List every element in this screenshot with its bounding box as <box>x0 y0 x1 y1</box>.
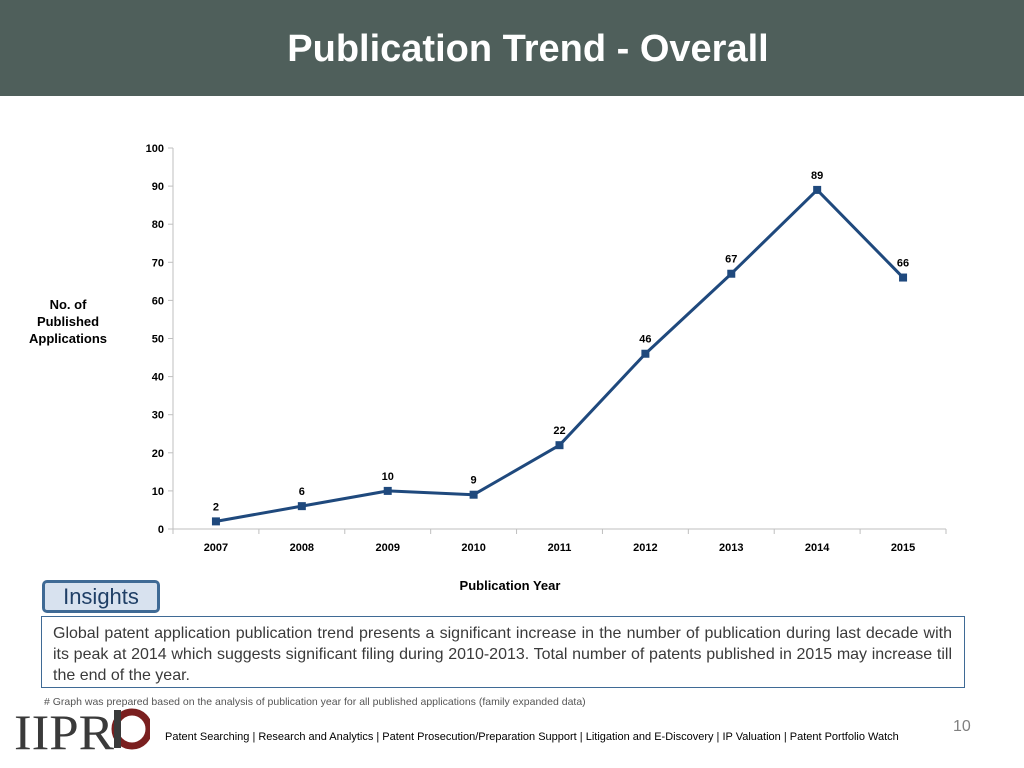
x-tick-label: 2011 <box>548 542 572 554</box>
data-label: 46 <box>639 334 651 346</box>
data-point <box>297 502 306 511</box>
x-tick-label: 2012 <box>633 542 657 554</box>
data-label: 67 <box>725 254 737 266</box>
data-point <box>727 269 736 278</box>
data-point <box>641 349 650 358</box>
data-label: 2 <box>213 501 219 513</box>
svg-text:IIPR: IIPR <box>14 704 115 754</box>
data-label: 66 <box>897 258 909 270</box>
insights-text: Global patent application publication tr… <box>41 616 965 688</box>
y-tick-label: 20 <box>152 448 164 460</box>
x-tick-label: 2007 <box>204 542 228 554</box>
x-tick-label: 2015 <box>891 542 915 554</box>
y-tick-label: 10 <box>152 486 164 498</box>
footer-services: Patent Searching | Research and Analytic… <box>165 731 899 743</box>
line-chart: 0 10 20 30 40 50 60 70 80 90 100 2007 2008 2009 2010 20… <box>146 143 947 554</box>
data-point <box>555 441 564 450</box>
y-tick-label: 100 <box>146 143 164 155</box>
data-label: 9 <box>471 475 477 487</box>
data-point <box>211 517 220 526</box>
insights-tab: Insights <box>42 580 160 613</box>
page-number: 10 <box>953 718 971 735</box>
x-tick-label: 2009 <box>375 542 399 554</box>
y-tick-label: 50 <box>152 334 164 346</box>
data-point <box>469 490 478 499</box>
x-tick-label: 2013 <box>719 542 743 554</box>
y-tick-label: 90 <box>152 181 164 193</box>
x-tick-label: 2014 <box>805 542 830 554</box>
y-tick-label: 40 <box>152 372 164 384</box>
data-label: 6 <box>299 486 305 498</box>
x-tick-label: 2008 <box>290 542 314 554</box>
x-axis-title: Publication Year <box>459 578 561 593</box>
data-point <box>813 185 822 194</box>
title-bar: Publication Trend - Overall <box>0 0 1024 96</box>
data-label: 10 <box>382 471 394 483</box>
iiprd-logo: IIPR <box>14 704 150 754</box>
x-tick-label: 2010 <box>461 542 485 554</box>
y-tick-label: 30 <box>152 410 164 422</box>
data-point <box>899 273 908 282</box>
page-title: Publication Trend - Overall <box>287 28 769 70</box>
y-tick-label: 80 <box>152 219 164 231</box>
y-tick-label: 0 <box>158 524 164 536</box>
footnote: # Graph was prepared based on the analys… <box>44 696 586 708</box>
y-tick-label: 60 <box>152 295 164 307</box>
y-tick-label: 70 <box>152 257 164 269</box>
data-label: 89 <box>811 170 823 182</box>
y-axis-title: No. of Published Applications <box>28 297 107 346</box>
series-line <box>215 188 905 523</box>
data-label: 22 <box>553 425 565 437</box>
data-point <box>383 486 392 495</box>
